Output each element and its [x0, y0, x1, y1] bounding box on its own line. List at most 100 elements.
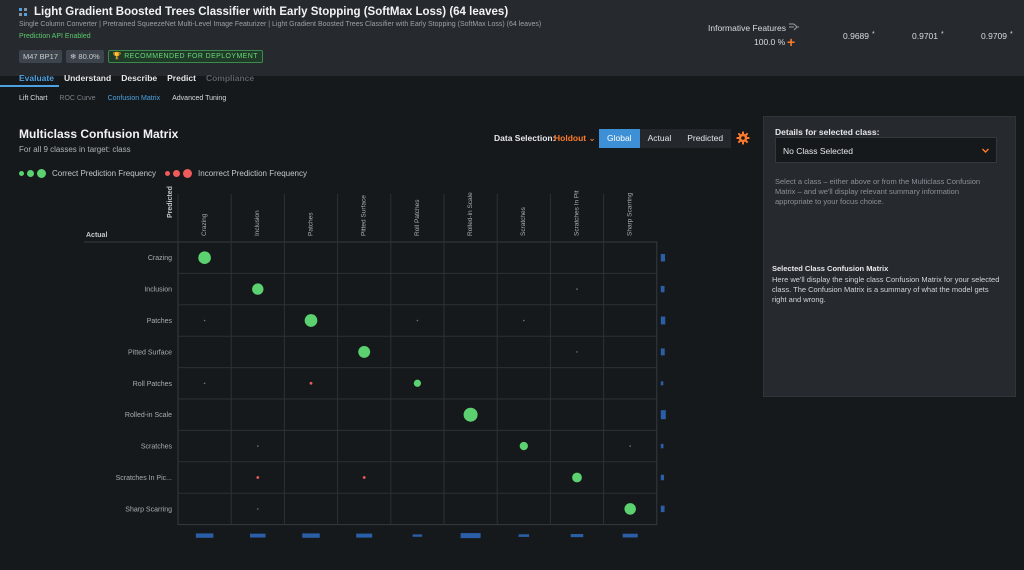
subtab-lift-chart[interactable]: Lift Chart	[19, 95, 48, 102]
feature-list-icon[interactable]	[788, 22, 800, 32]
incorrect-bubble[interactable]	[362, 476, 366, 479]
correct-bubble[interactable]	[413, 379, 422, 387]
incorrect-bubble[interactable]	[576, 351, 578, 353]
legend-incorrect-label: Incorrect Prediction Frequency	[198, 169, 307, 178]
correct-bubble[interactable]	[572, 472, 582, 483]
incorrect-bubble[interactable]	[309, 381, 313, 385]
actual-total-bar[interactable]	[660, 316, 666, 325]
correct-bubble[interactable]	[252, 283, 264, 295]
tab-describe[interactable]: Describe	[121, 73, 158, 83]
column-label[interactable]: Inclusion	[254, 210, 261, 236]
actual-axis-label: Actual	[86, 232, 107, 239]
incorrect-bubble[interactable]	[257, 508, 259, 510]
single-class-matrix-title: Selected Class Confusion Matrix	[772, 264, 889, 273]
predicted-total-bar[interactable]	[570, 534, 584, 538]
confusion-matrix-chart[interactable]: Predicted Actual Crazing Inclusion Patches…	[0, 180, 700, 545]
details-title: Details for selected class:	[775, 127, 880, 137]
confusion-matrix-subtitle: For all 9 classes in target: class	[19, 145, 131, 154]
actual-total-bars	[660, 253, 666, 513]
chevron-down-icon: ⌄	[588, 133, 596, 143]
subtab-advanced-tuning[interactable]: Advanced Tuning	[172, 95, 227, 102]
column-label[interactable]: Sharp Scarring	[627, 192, 634, 236]
model-id-badge: M47 BP17	[19, 50, 63, 63]
actual-total-bar[interactable]	[660, 474, 665, 481]
frequency-legend: Correct Prediction Frequency Incorrect P…	[19, 169, 313, 178]
predicted-total-bar[interactable]	[412, 534, 423, 537]
add-icon[interactable]: +	[787, 34, 796, 50]
tab-understand[interactable]: Understand	[63, 73, 112, 83]
row-label[interactable]: Inclusion	[144, 287, 172, 294]
legend-correct-dot-large	[37, 169, 46, 178]
column-label[interactable]: Patches	[307, 212, 314, 236]
incorrect-bubble[interactable]	[416, 319, 419, 322]
data-selection-dropdown[interactable]: Holdout ⌄	[554, 133, 596, 144]
tab-evaluate[interactable]: Evaluate	[0, 70, 59, 87]
predicted-total-bar[interactable]	[460, 533, 481, 539]
row-label[interactable]: Crazing	[148, 255, 172, 262]
correct-bubble[interactable]	[463, 407, 478, 422]
subtab-confusion-matrix[interactable]: Confusion Matrix	[107, 95, 161, 102]
subtab-roc-curve[interactable]: ROC Curve	[59, 95, 96, 102]
row-labels: Crazing Inclusion Patches Pitted Surface Rol…	[116, 255, 173, 513]
row-label[interactable]: Scratches	[141, 444, 173, 451]
tab-predict[interactable]: Predict	[167, 73, 196, 83]
score-validation: 0.9689 *	[843, 31, 875, 41]
recommended-label: RECOMMENDED FOR DEPLOYMENT	[124, 53, 258, 60]
view-mode-toggle: Global Actual Predicted	[599, 129, 732, 148]
incorrect-bubble[interactable]	[629, 445, 631, 447]
correct-bubble[interactable]	[519, 441, 528, 451]
sample-size-badge: ❄ 80.0%	[66, 50, 104, 63]
gear-icon[interactable]	[736, 131, 750, 145]
feature-list-label[interactable]: Informative Features	[708, 23, 786, 33]
score-crossvalidation: 0.9701 *	[912, 31, 944, 41]
actual-total-bar[interactable]	[660, 348, 665, 356]
actual-total-bar[interactable]	[660, 253, 666, 262]
incorrect-bubble[interactable]	[523, 319, 525, 322]
legend-incorrect-dot-large	[183, 169, 193, 178]
actual-total-bar[interactable]	[660, 285, 665, 293]
correct-bubble[interactable]	[358, 345, 371, 358]
incorrect-bubble[interactable]	[257, 445, 259, 447]
column-label[interactable]: Crazing	[201, 213, 208, 236]
trophy-icon: 🏆	[112, 53, 122, 60]
column-labels: Crazing Inclusion Patches Pitted Surface Rol…	[201, 190, 634, 236]
row-label[interactable]: Sharp Scarring	[125, 506, 172, 513]
correct-bubble[interactable]	[198, 251, 211, 265]
correct-bubble[interactable]	[304, 314, 318, 327]
predicted-total-bar[interactable]	[250, 533, 266, 538]
column-label[interactable]: Rolled-in Scale	[467, 192, 474, 236]
column-label[interactable]: Roll Patches	[414, 199, 421, 236]
actual-total-bar[interactable]	[660, 410, 666, 420]
predicted-total-bar[interactable]	[518, 534, 530, 537]
model-badges: M47 BP17 ❄ 80.0% 🏆 RECOMMENDED FOR DEPLO…	[19, 50, 263, 63]
legend-correct-dot-medium	[27, 170, 34, 177]
predicted-total-bar[interactable]	[356, 533, 373, 538]
row-label[interactable]: Roll Patches	[133, 381, 173, 388]
legend-incorrect-dot-small	[165, 171, 171, 176]
actual-total-bar[interactable]	[660, 443, 664, 449]
column-label[interactable]: Pitted Surface	[361, 195, 368, 236]
predicted-total-bar[interactable]	[302, 533, 320, 538]
data-selection-label: Data Selection:	[494, 133, 556, 143]
class-select[interactable]: No Class Selected	[775, 137, 997, 163]
model-pipeline: Single Column Converter | Pretrained Squ…	[19, 21, 542, 28]
actual-total-bar[interactable]	[660, 505, 665, 513]
row-label[interactable]: Patches	[147, 318, 173, 325]
view-actual-button[interactable]: Actual	[639, 129, 680, 148]
row-label[interactable]: Rolled-in Scale	[125, 412, 172, 419]
incorrect-bubble[interactable]	[576, 288, 578, 290]
row-label[interactable]: Scratches In Pic...	[116, 475, 172, 482]
actual-total-bar[interactable]	[660, 381, 664, 386]
column-label[interactable]: Scratches In Pit	[573, 190, 580, 236]
column-label[interactable]: Scratches	[520, 206, 527, 236]
view-global-button[interactable]: Global	[599, 129, 640, 148]
tab-compliance[interactable]: Compliance	[205, 73, 255, 83]
predicted-total-bar[interactable]	[195, 533, 214, 538]
incorrect-bubble[interactable]	[203, 319, 206, 322]
row-label[interactable]: Pitted Surface	[128, 349, 172, 356]
incorrect-bubble[interactable]	[256, 476, 260, 479]
predicted-total-bar[interactable]	[622, 533, 638, 538]
view-predicted-button[interactable]: Predicted	[679, 129, 732, 148]
correct-bubble[interactable]	[624, 503, 636, 515]
incorrect-bubble[interactable]	[203, 382, 206, 385]
